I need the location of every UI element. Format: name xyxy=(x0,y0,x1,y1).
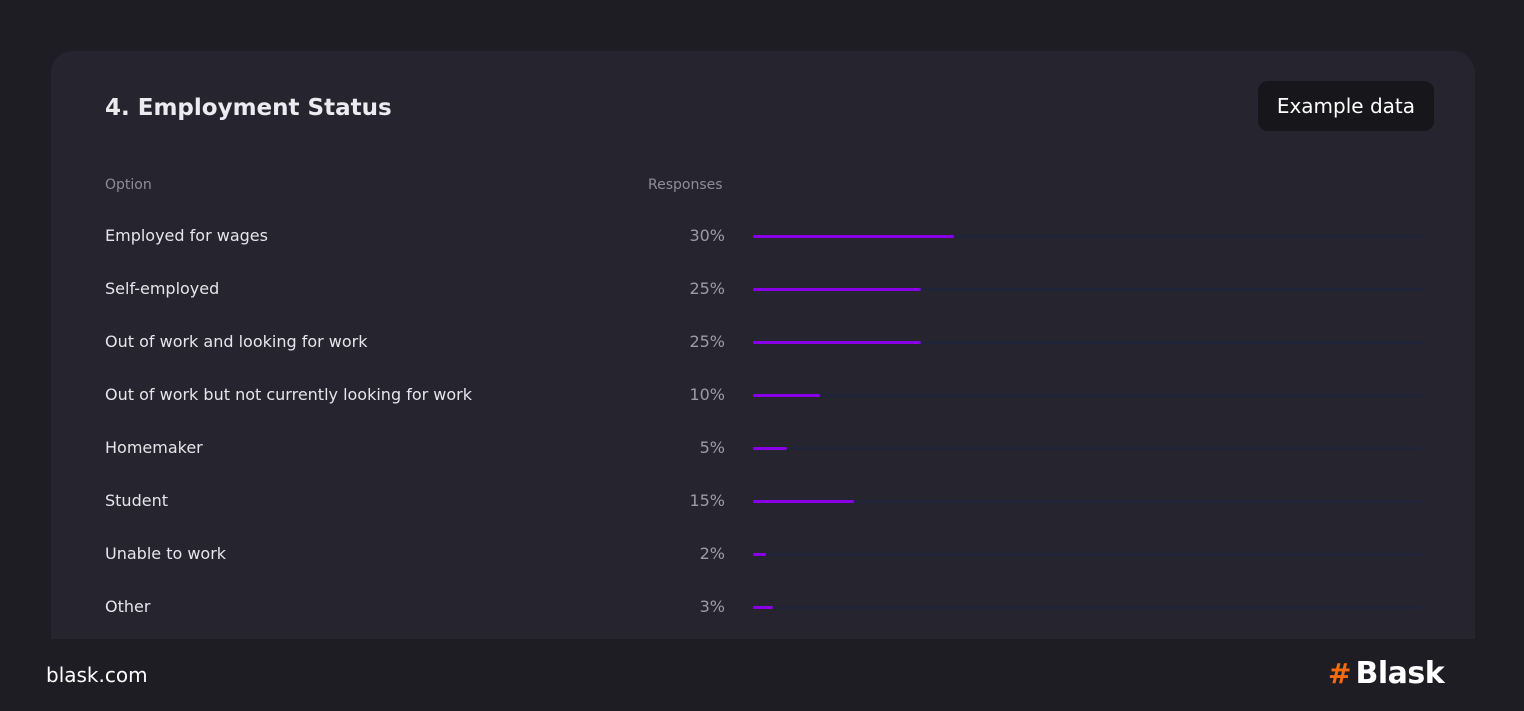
example-data-badge: Example data xyxy=(1257,81,1434,131)
option-label: Homemaker xyxy=(105,438,203,457)
column-header-option: Option xyxy=(105,177,152,193)
table-row: Unable to work 2% xyxy=(105,544,1425,568)
response-percent: 15% xyxy=(689,491,725,510)
response-percent: 25% xyxy=(689,279,725,298)
bar-track xyxy=(753,341,1423,344)
table-row: Other 3% xyxy=(105,597,1425,621)
response-percent: 2% xyxy=(699,544,725,563)
bar-track xyxy=(753,606,1423,609)
option-label: Unable to work xyxy=(105,544,227,563)
option-label: Employed for wages xyxy=(105,226,268,245)
option-label: Other xyxy=(105,597,151,616)
response-percent: 25% xyxy=(689,332,725,351)
bar-track xyxy=(753,500,1423,503)
hash-icon: # xyxy=(1328,657,1352,690)
option-label: Student xyxy=(105,491,168,510)
bar-fill xyxy=(753,447,787,450)
bar-fill xyxy=(753,553,767,556)
response-percent: 5% xyxy=(699,438,725,457)
bar-fill xyxy=(753,235,954,238)
bar-track xyxy=(753,394,1423,397)
table-row: Self-employed 25% xyxy=(105,279,1425,303)
bar-fill xyxy=(753,288,921,291)
blask-logo: # Blask xyxy=(1328,656,1445,691)
bar-track xyxy=(753,553,1423,556)
bar-track xyxy=(753,288,1423,291)
table-row: Out of work but not currently looking fo… xyxy=(105,385,1425,409)
response-percent: 3% xyxy=(699,597,725,616)
column-header-responses: Responses xyxy=(648,177,723,193)
bar-track xyxy=(753,447,1423,450)
card-title: 4. Employment Status xyxy=(105,95,392,121)
bar-fill xyxy=(753,500,854,503)
table-row: Student 15% xyxy=(105,491,1425,515)
table-row: Employed for wages 30% xyxy=(105,226,1425,250)
response-percent: 30% xyxy=(689,226,725,245)
table-row: Out of work and looking for work 25% xyxy=(105,332,1425,356)
site-url: blask.com xyxy=(46,663,148,687)
bar-fill xyxy=(753,394,820,397)
logo-text: Blask xyxy=(1355,656,1445,691)
option-label: Self-employed xyxy=(105,279,220,298)
option-label: Out of work and looking for work xyxy=(105,332,368,351)
employment-status-card: 4. Employment Status Example data Option… xyxy=(51,51,1475,639)
bar-fill xyxy=(753,606,774,609)
table-row: Homemaker 5% xyxy=(105,438,1425,462)
option-label: Out of work but not currently looking fo… xyxy=(105,385,472,404)
bar-fill xyxy=(753,341,921,344)
bar-track xyxy=(753,235,1423,238)
response-percent: 10% xyxy=(689,385,725,404)
